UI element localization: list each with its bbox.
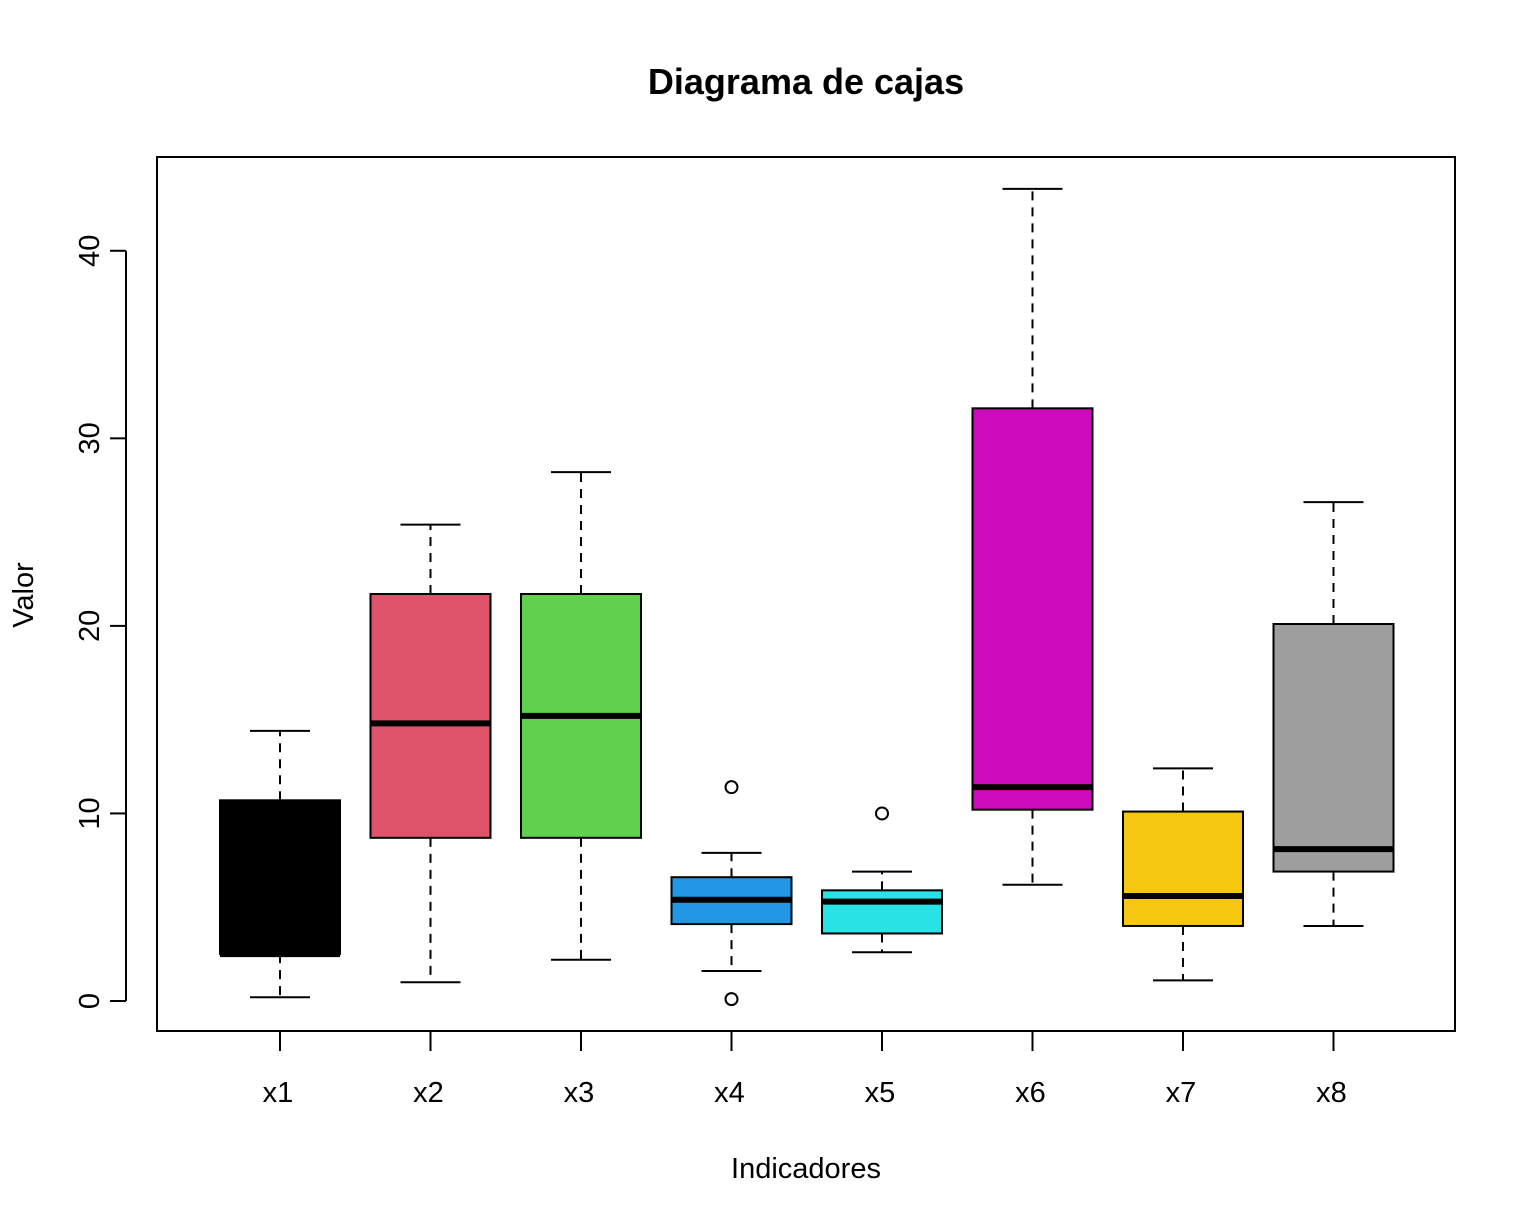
box-x7 [1122, 767, 1244, 982]
outlier-point [724, 992, 739, 1007]
box-x8 [1272, 501, 1395, 927]
x-axis-label: Indicadores [731, 1153, 881, 1185]
y-tick-label: 40 [74, 235, 106, 267]
x-tick-label: x7 [1166, 1077, 1197, 1109]
x-tick-label: x6 [1015, 1077, 1046, 1109]
y-axis-label: Valor [8, 562, 40, 628]
box-x2 [369, 523, 492, 984]
iqr-box [971, 407, 1094, 811]
chart-title: Diagrama de cajas [648, 61, 964, 102]
box-x5 [821, 806, 943, 954]
x-tick-label: x5 [865, 1077, 896, 1109]
plot-frame [156, 156, 1456, 1032]
iqr-box [821, 889, 943, 935]
y-tick-label: 20 [74, 610, 106, 642]
plot-area [219, 187, 1395, 1007]
iqr-box [1272, 623, 1395, 873]
box-x6 [971, 187, 1094, 886]
x-tick-label: x3 [564, 1077, 595, 1109]
y-tick-label: 10 [74, 797, 106, 829]
box-x1 [219, 729, 341, 999]
x-tick-label: x8 [1316, 1077, 1347, 1109]
iqr-box [1122, 810, 1244, 927]
iqr-box [219, 799, 341, 956]
iqr-box [369, 593, 492, 839]
y-tick-label: 30 [74, 422, 106, 454]
box-x3 [520, 471, 642, 961]
y-tick-label: 0 [74, 993, 106, 1009]
box-x4 [670, 780, 793, 1007]
x-tick-label: x2 [413, 1077, 444, 1109]
x-tick-label: x4 [714, 1077, 745, 1109]
outlier-point [724, 780, 739, 795]
outlier-point [875, 806, 889, 821]
x-tick-label: x1 [263, 1077, 294, 1109]
